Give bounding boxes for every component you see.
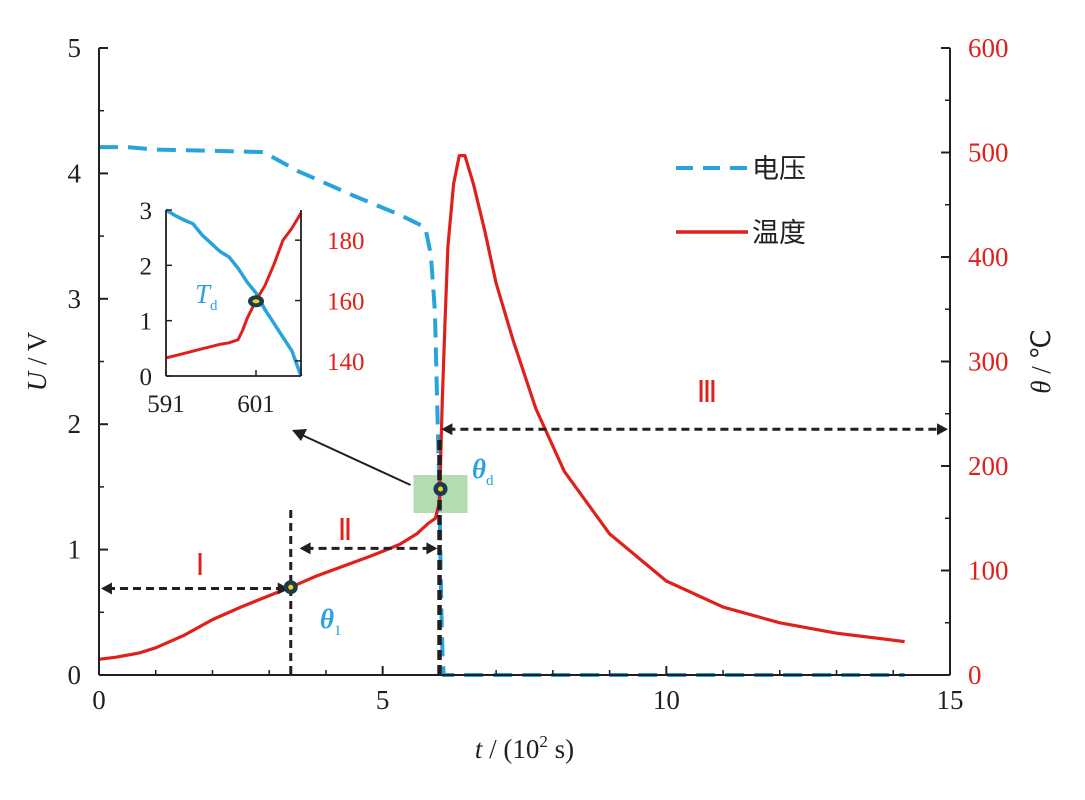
inset-y-left-tick-label: 2	[140, 253, 153, 280]
y-left-tick-label: 5	[68, 33, 82, 63]
inset-pointer-line	[301, 434, 411, 486]
arrowhead	[101, 582, 112, 595]
x-axis-title-unit-end: s)	[548, 734, 574, 764]
stage-label: Ⅰ	[196, 549, 205, 582]
legend-temperature-label: 温度	[752, 218, 806, 249]
y-right-tick-label: 100	[968, 556, 1009, 586]
inset-x-tick-label: 601	[237, 391, 275, 418]
y-left-tick-label: 2	[68, 409, 82, 439]
theta1-marker-center	[288, 584, 294, 590]
y-left-axis-title-unit: / V	[22, 331, 52, 372]
inset-y-right-tick-label: 160	[327, 289, 365, 316]
theta1-label: θ1	[320, 604, 342, 639]
inset-temperature-line	[165, 212, 303, 360]
y-right-tick-label: 300	[968, 347, 1009, 377]
thetad-marker-center	[438, 486, 444, 492]
y-right-tick-label: 600	[968, 33, 1009, 63]
inset-background	[166, 210, 301, 376]
y-right-tick-label: 500	[968, 138, 1009, 168]
y-right-tick-label: 0	[968, 660, 982, 690]
x-axis-title-variable: t	[475, 734, 484, 764]
inset-voltage-line	[165, 208, 303, 377]
inset-td-marker-center	[252, 299, 260, 304]
inset-y-right-tick-label: 140	[327, 349, 365, 376]
y-left-tick-label: 0	[68, 660, 82, 690]
stage-label: Ⅲ	[697, 376, 718, 409]
arrowhead	[277, 582, 289, 595]
x-axis-title-unit: / (10	[482, 734, 539, 764]
inset-y-left-tick-label: 0	[140, 364, 153, 391]
y-right-axis-title-unit: / ℃	[1026, 329, 1056, 380]
thetad-label: θd	[472, 454, 494, 489]
x-tick-label: 0	[92, 685, 106, 715]
inset-y-right-tick-label: 180	[327, 228, 365, 255]
x-tick-label: 10	[653, 685, 680, 715]
inset-y-left-tick-label: 3	[140, 198, 153, 225]
arrowhead	[937, 423, 948, 436]
y-left-tick-label: 4	[68, 158, 82, 188]
legend-voltage-label: 电压	[752, 154, 806, 185]
temperature-series-line	[98, 154, 905, 661]
y-left-axis-title-variable: U	[22, 370, 52, 391]
x-axis-title: t / (102 s)	[475, 732, 574, 764]
y-right-axis-title-variable: θ	[1026, 381, 1056, 394]
y-left-axis-title: U / V	[22, 331, 52, 391]
x-axis-title-exponent: 2	[539, 732, 548, 751]
theta1-label-variable: θ	[320, 604, 334, 634]
inset-y-left-tick-label: 1	[140, 309, 153, 336]
theta1-label-subscript: 1	[334, 623, 342, 639]
inset-td-label: Td	[195, 279, 218, 314]
y-left-tick-label: 1	[68, 535, 82, 565]
inset-pointer-arrowhead	[292, 429, 307, 441]
inset-chart: 0 1 2 3 140 160 180 591 601 Td	[140, 198, 365, 418]
x-tick-label: 5	[376, 685, 390, 715]
y-right-axis-title: θ / ℃	[1026, 329, 1056, 394]
arrowhead	[299, 542, 311, 555]
y-right-tick-label: 200	[968, 451, 1009, 481]
thetad-label-variable: θ	[472, 454, 486, 484]
inset-td-label-variable: T	[195, 279, 212, 309]
arrowhead	[426, 542, 438, 555]
arrowhead	[441, 423, 453, 436]
inset-x-tick-label: 591	[147, 391, 185, 418]
stage-label: Ⅱ	[338, 514, 353, 547]
thetad-label-subscript: d	[486, 473, 494, 489]
inset-td-label-subscript: d	[210, 298, 218, 314]
y-left-tick-label: 3	[68, 284, 82, 314]
y-right-tick-label: 400	[968, 242, 1009, 272]
x-tick-label: 15	[937, 685, 964, 715]
stage-annotations: Ⅰ Ⅱ Ⅲ	[101, 376, 948, 675]
